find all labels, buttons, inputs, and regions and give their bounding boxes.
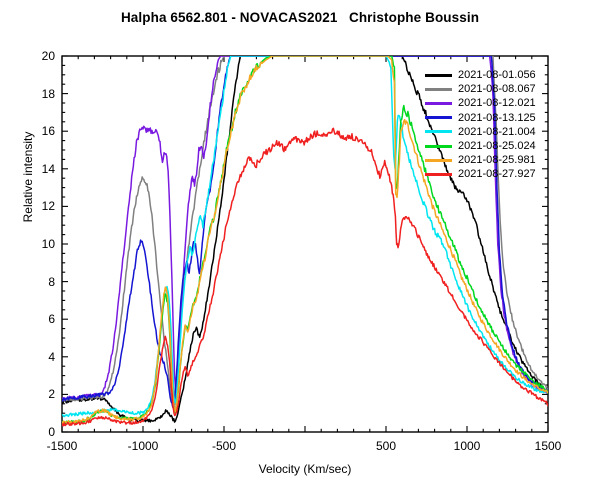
y-tick-label: 0 (48, 425, 55, 439)
legend-item[interactable]: 2021-08-12.021 (425, 96, 536, 110)
y-tick-label: 2 (48, 387, 55, 402)
legend-color-swatch (425, 158, 452, 162)
series-line-2021-08-25.981 (62, 56, 548, 425)
legend-label: 2021-08-01.056 (458, 69, 536, 81)
y-tick-label: 10 (41, 237, 55, 251)
legend-label: 2021-08-13.125 (458, 111, 536, 124)
legend-label: 2021-08-25.024 (458, 139, 536, 152)
x-tick-label: 500 (375, 439, 397, 453)
legend: 2021-08-01.056 2021-08-08.067 2021-08-12.0… (425, 68, 536, 182)
y-tick-label: 8 (48, 274, 55, 289)
legend-color-swatch (425, 73, 452, 77)
y-tick-label: 14 (41, 161, 55, 176)
legend-label: 2021-08-08.067 (458, 83, 536, 96)
legend-color-swatch (425, 101, 452, 105)
x-tick-label: 1000 (453, 439, 481, 453)
series-line-2021-08-21.004 (62, 56, 548, 418)
x-tick-label: -1000 (127, 439, 159, 453)
y-tick-label: 16 (41, 124, 55, 139)
x-tick-label: -1500 (46, 439, 78, 453)
y-tick-label: 12 (41, 199, 55, 214)
y-tick-label: 20 (41, 49, 55, 63)
series-line-2021-08-25.024 (62, 56, 548, 425)
legend-label: 2021-08-25.981 (458, 154, 536, 167)
series-line-2021-08-01.056 (62, 56, 548, 423)
legend-color-swatch (425, 172, 452, 176)
legend-color-swatch (425, 87, 452, 91)
y-tick-label: 18 (41, 86, 55, 101)
y-tick-label: 6 (48, 312, 55, 327)
legend-color-swatch (425, 144, 452, 148)
legend-item[interactable]: 2021-08-01.056 (425, 68, 536, 82)
legend-color-swatch (425, 116, 452, 120)
legend-color-swatch (425, 130, 452, 134)
y-tick-label: 4 (48, 349, 55, 364)
series-line-2021-08-12.021 (62, 56, 548, 400)
legend-item[interactable]: 2021-08-08.067 (425, 82, 536, 96)
legend-item[interactable]: 2021-08-13.125 (425, 111, 536, 125)
legend-item[interactable]: 2021-08-25.981 (425, 153, 536, 167)
x-axis-label: Velocity (Km/sec) (258, 462, 352, 476)
legend-item[interactable]: 2021-08-27.927 (425, 167, 536, 181)
page-title: Halpha 6562.801 - NOVACAS2021 Christophe… (120, 10, 480, 25)
series-line-2021-08-13.125 (62, 56, 548, 408)
legend-item[interactable]: 2021-08-21.004 (425, 125, 536, 139)
series-group (62, 56, 548, 427)
legend-item[interactable]: 2021-08-25.024 (425, 139, 536, 153)
legend-label: 2021-08-21.004 (458, 125, 536, 138)
x-tick-label: -500 (211, 439, 237, 453)
legend-label: 2021-08-12.021 (458, 97, 536, 110)
series-line-2021-08-27.927 (62, 127, 548, 427)
legend-label: 2021-08-27.927 (458, 168, 536, 181)
x-tick-label: 1500 (534, 439, 562, 453)
series-line-2021-08-08.067 (62, 56, 548, 410)
